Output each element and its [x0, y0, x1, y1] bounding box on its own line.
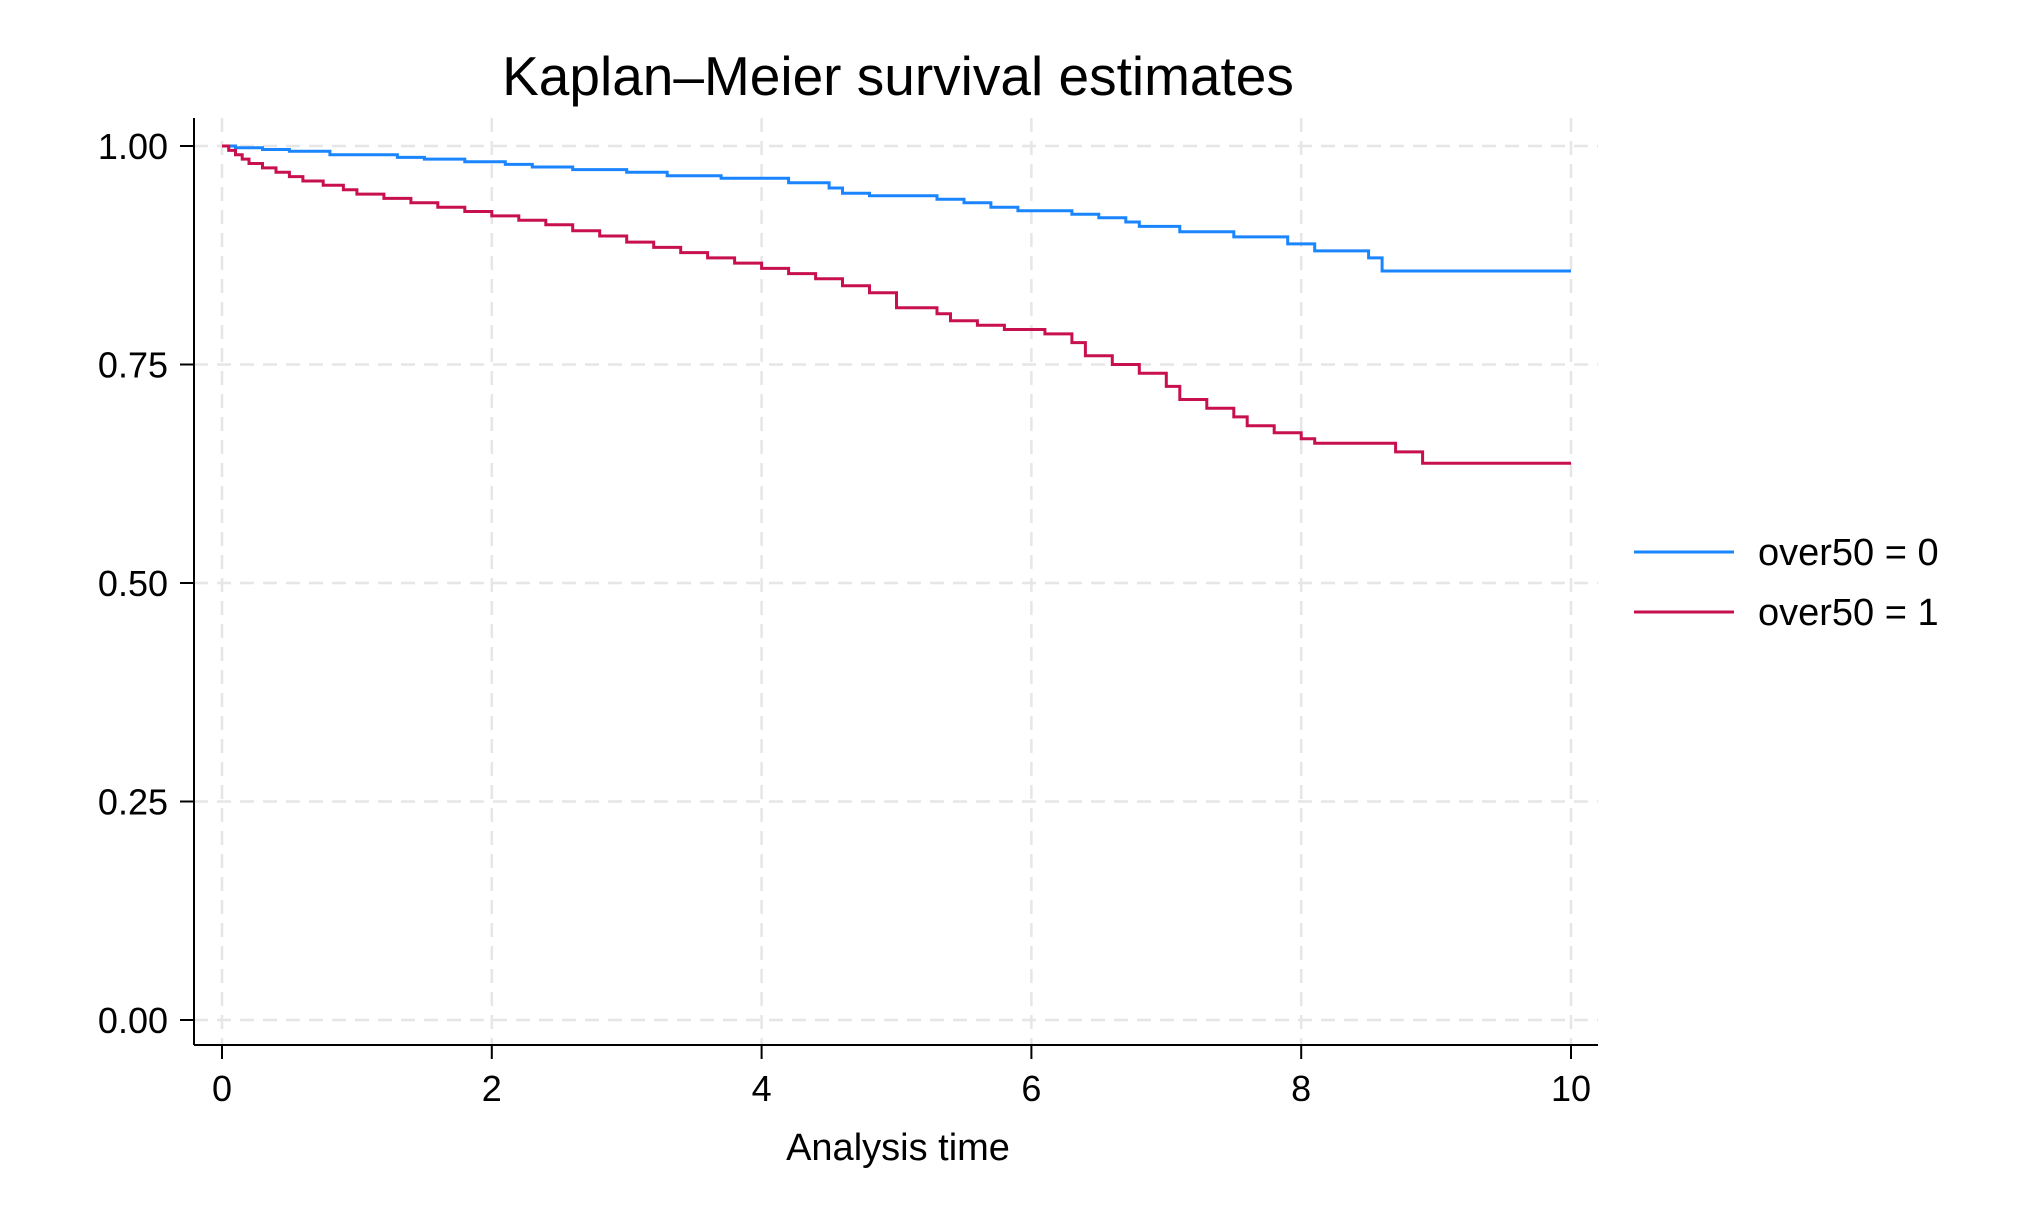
x-tick-label: 4: [752, 1068, 772, 1109]
y-tick-label: 1.00: [98, 126, 168, 167]
x-tick-label: 6: [1021, 1068, 1041, 1109]
legend: over50 = 0 over50 = 1: [1634, 532, 1939, 634]
x-tick-label: 10: [1551, 1068, 1591, 1109]
series-line-1: [222, 144, 1571, 465]
y-tick-label: 0.25: [98, 782, 168, 823]
chart-title: Kaplan–Meier survival estimates: [502, 45, 1294, 107]
series-line-0: [222, 144, 1571, 273]
x-tick-label: 0: [212, 1068, 232, 1109]
x-axis-label: Analysis time: [786, 1127, 1010, 1169]
legend-label: over50 = 1: [1758, 592, 1939, 634]
x-tick-label: 2: [482, 1068, 502, 1109]
y-tick-label: 0.00: [98, 1000, 168, 1041]
legend-label: over50 = 0: [1758, 532, 1939, 574]
series-lines: [222, 144, 1571, 465]
grid-lines: [194, 118, 1598, 1045]
y-tick-label: 0.75: [98, 345, 168, 386]
axes: 0 2 4 6 8 10 0.00 0.25 0.50 0.75 1.00: [98, 118, 1598, 1109]
x-tick-label: 8: [1291, 1068, 1311, 1109]
y-tick-label: 0.50: [98, 563, 168, 604]
